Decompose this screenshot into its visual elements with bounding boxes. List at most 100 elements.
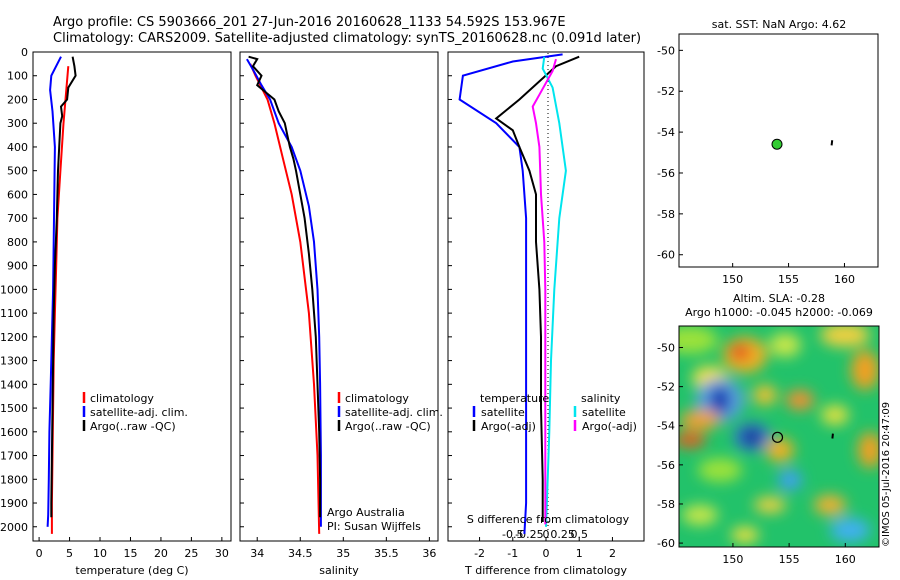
xtick-label-2: 0: [543, 547, 550, 560]
temperature-xticks: 0 5 10 15 20 25 30: [33, 51, 229, 560]
sla-map-marks: [771, 431, 834, 443]
xtick-label-2: 10: [93, 547, 107, 560]
map2-xtick-label-1: 155: [779, 553, 800, 566]
salinity-series: [246, 55, 322, 534]
depth-tick-label-6: 600: [7, 188, 28, 201]
legend-satellite-adj: satellite-adj. clim.: [90, 406, 188, 419]
depth-tick-label-17: 1700: [0, 450, 28, 463]
difference-xticks: -2 -1 0 1 2: [448, 51, 616, 560]
series-line-argo-raw-qc-: [248, 55, 322, 518]
difference-xlabel: T difference from climatology: [464, 564, 627, 577]
map1-ytick-label-0: -50: [657, 44, 675, 57]
argo-position-marker: [771, 431, 784, 443]
map1-xtick-label-1: 155: [778, 273, 799, 286]
map1-ytick-label-1: -52: [657, 85, 675, 98]
map1-ytick-label-4: -58: [657, 208, 675, 221]
position-map-panel: [678, 33, 879, 268]
xtick-label-5: 25: [184, 547, 198, 560]
map2-ytick-label-3: -56: [657, 459, 675, 472]
xtick-label-1: 34.5: [288, 547, 313, 560]
stick-label-1: -0.25: [515, 528, 543, 541]
xtick-label-0: 0: [36, 547, 43, 560]
credit-argo-australia: Argo Australia: [327, 506, 405, 519]
depth-tick-label-14: 1400: [0, 378, 28, 391]
legend-t-argo: Argo(-adj): [481, 420, 536, 433]
temperature-legend: climatology satellite-adj. clim. Argo(..…: [82, 392, 188, 433]
depth-tick-label-3: 300: [7, 117, 28, 130]
map2-xtick-label-2: 160: [835, 553, 856, 566]
depth-tick-label-10: 1000: [0, 283, 28, 296]
depth-tick-label-13: 1300: [0, 355, 28, 368]
xtick-label-0: -2: [474, 547, 485, 560]
xtick-label-4: 2: [609, 547, 616, 560]
difference-legend: temperature salinity satellite Argo(-adj…: [472, 392, 637, 433]
series-line-satellite-adj-clim-: [46, 56, 62, 527]
salinity-difference-ticks: -0.5-0.250 0.250.5: [502, 528, 588, 541]
xtick-label-3: 35.5: [374, 547, 399, 560]
map2-ytick-label-0: -50: [657, 342, 675, 355]
position-map-ticks: 150 155 160 -50 -52 -54 -56 -58 -60: [657, 44, 855, 286]
temperature-series: [46, 56, 77, 534]
salinity-legend: climatology satellite-adj. clim. Argo(..…: [337, 392, 443, 433]
difference-series: [458, 53, 580, 534]
depth-tick-label-0: 0: [21, 46, 28, 59]
map2-ytick-label-2: -54: [657, 420, 675, 433]
depth-tick-label-2: 200: [7, 93, 28, 106]
series-line-s-argo-adj-: [531, 58, 557, 525]
legend-climatology: climatology: [90, 392, 154, 405]
legend-t-satellite: satellite: [481, 406, 525, 419]
title-line-2: Climatology: CARS2009. Satellite-adjuste…: [53, 31, 641, 46]
map2-ytick-label-4: -58: [657, 498, 675, 511]
salinity-xticks: 34 34.5 35 35.5 36: [240, 51, 436, 560]
depth-axis: 0 100 200 300 400 500 600 700 800 900 1000 1100 1200…: [0, 46, 28, 534]
depth-tick-label-16: 1600: [0, 426, 28, 439]
credit-pi: PI: Susan Wijffels: [327, 520, 421, 533]
depth-tick-label-7: 700: [7, 212, 28, 225]
series-line-argo-raw-qc-: [50, 56, 77, 518]
depth-tick-label-11: 1100: [0, 307, 28, 320]
series-line-t-satellite: [458, 53, 563, 534]
depth-tick-label-15: 1500: [0, 402, 28, 415]
xtick-label-3: 15: [123, 547, 137, 560]
depth-tick-label-8: 800: [7, 236, 28, 249]
map1-ytick-label-2: -54: [657, 126, 675, 139]
map2-track: [831, 433, 834, 439]
position-map-title: sat. SST: NaN Argo: 4.62: [712, 18, 846, 31]
depth-tick-label-20: 2000: [0, 521, 28, 534]
depth-tick-label-12: 1200: [0, 331, 28, 344]
series-line-satellite-adj-clim-: [246, 58, 322, 527]
legend-temp-title: temperature: [480, 392, 549, 405]
legend-satellite-adj: satellite-adj. clim.: [345, 406, 443, 419]
stick-label-4: 0.5: [570, 528, 588, 541]
map1-xtick-label-0: 150: [722, 273, 743, 286]
argo-position-marker: [771, 138, 783, 150]
map2-xtick-label-0: 150: [722, 553, 743, 566]
legend-s-argo: Argo(-adj): [582, 420, 637, 433]
xtick-label-2: 35: [336, 547, 350, 560]
map1-track: [830, 140, 834, 146]
map1-ytick-label-5: -60: [657, 249, 675, 262]
xtick-label-0: 34: [250, 547, 264, 560]
difference-xlabel-salinity: S difference from climatology: [467, 513, 630, 526]
salinity-panel: [239, 51, 439, 542]
stick-label-0: -0.5: [502, 528, 523, 541]
xtick-label-6: 30: [215, 547, 229, 560]
map2-ytick-label-5: -60: [657, 537, 675, 550]
xtick-label-1: 5: [66, 547, 73, 560]
depth-tick-label-4: 400: [7, 141, 28, 154]
map1-ytick-label-3: -56: [657, 167, 675, 180]
legend-climatology: climatology: [345, 392, 409, 405]
legend-argo: Argo(..raw -QC): [345, 420, 431, 433]
depth-tick-label-19: 1900: [0, 497, 28, 510]
map1-xtick-label-2: 160: [834, 273, 855, 286]
depth-tick-label-5: 500: [7, 165, 28, 178]
xtick-label-3: 1: [576, 547, 583, 560]
stick-label-3: 0.25: [550, 528, 575, 541]
xtick-label-4: 20: [154, 547, 168, 560]
watermark: ©IMOS 05-Jul-2016 20:47:09: [881, 402, 892, 547]
legend-sal-title: salinity: [581, 392, 621, 405]
legend-s-satellite: satellite: [582, 406, 626, 419]
sla-heatmap: [679, 326, 879, 547]
position-map-marks: [771, 138, 834, 150]
